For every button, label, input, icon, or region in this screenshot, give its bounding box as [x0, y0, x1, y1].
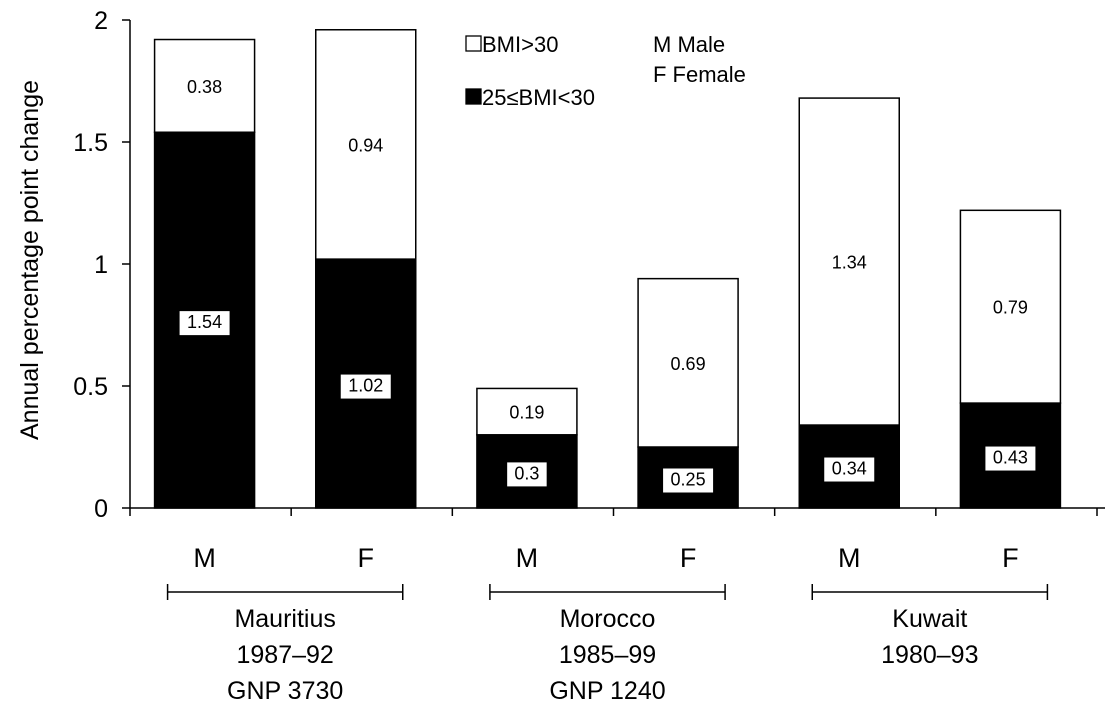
bars [153, 29, 1062, 509]
data-label-box [507, 462, 547, 487]
y-tick-label: 0 [94, 495, 108, 523]
legend-female-key: F Female [653, 62, 746, 87]
group-label-line: Morocco [560, 605, 656, 633]
data-label-overweight: 0.3 [514, 463, 539, 483]
y-tick-label: 1.5 [73, 129, 108, 157]
data-label-box [340, 374, 391, 399]
bar-obese [637, 277, 739, 448]
bar-obese [959, 209, 1062, 404]
data-label-overweight: 0.25 [671, 470, 706, 490]
category-label: F [680, 543, 697, 573]
legend-swatch-overweight [465, 88, 482, 105]
data-label-box [663, 468, 714, 493]
category-label: F [1002, 543, 1019, 573]
data-label-box [179, 311, 230, 336]
legend-label-obese: BMI>30 [482, 32, 558, 57]
data-label-obese: 0.38 [187, 77, 222, 97]
data-labels: 1.54 0.38 1.02 0.94 0.3 0.19 0.25 0.69 0.34 1.34 0… [179, 77, 1036, 493]
data-label-overweight: 1.02 [348, 376, 383, 396]
data-label-obese: 0.79 [993, 298, 1028, 318]
group-label-line: 1987–92 [237, 641, 334, 669]
data-label-overweight: 1.54 [187, 312, 222, 332]
y-tick-label: 1 [94, 251, 108, 279]
data-label-overweight: 0.43 [993, 448, 1028, 468]
data-label-overweight: 0.34 [832, 459, 867, 479]
data-label-box [985, 446, 1036, 471]
data-label-obese: 1.34 [832, 253, 867, 273]
group-labels: Mauritius 1987–92 GNP 3730 Morocco 1985–99 GN… [166, 584, 1049, 704]
group-label-line: Kuwait [892, 605, 967, 633]
group-label-line: 1985–99 [559, 641, 656, 669]
legend-label-overweight: 25≤BMI<30 [482, 85, 595, 110]
category-label: F [358, 543, 375, 573]
bar-obese [315, 29, 417, 260]
y-axis-title: Annual percentage point change [16, 80, 44, 440]
y-tick-label: 2 [94, 7, 108, 35]
data-label-box [824, 457, 875, 482]
data-label-obese: 0.94 [348, 135, 383, 155]
legend-male-key: M Male [653, 32, 725, 57]
data-label-obese: 0.69 [671, 354, 706, 374]
category-label: M [838, 543, 861, 573]
legend: BMI>30 25≤BMI<30 M Male F Female [465, 32, 746, 110]
data-label-obese: 0.19 [509, 403, 544, 423]
bar-obese [798, 97, 900, 426]
group-label-line: GNP 3730 [227, 677, 343, 704]
bar-obese [476, 387, 578, 436]
legend-swatch-obese [465, 35, 482, 52]
axes: 0 0.5 1 1.5 2 Annual percentage point change [16, 7, 1105, 523]
category-label: M [516, 543, 539, 573]
y-tick-label: 0.5 [73, 373, 108, 401]
group-label-line: Mauritius [234, 605, 335, 633]
group-label-line: GNP 1240 [549, 677, 665, 704]
category-label: M [193, 543, 216, 573]
group-label-line: 1980–93 [881, 641, 978, 669]
bar-obese [153, 38, 256, 133]
